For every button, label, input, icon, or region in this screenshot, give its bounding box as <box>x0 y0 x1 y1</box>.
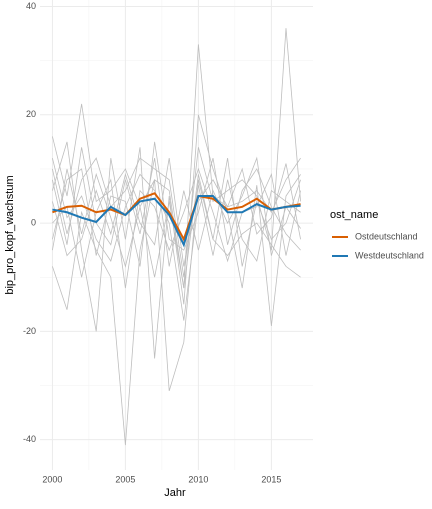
y-axis-label: bip_pro_kopf_wachstum <box>4 175 16 294</box>
background-line <box>52 158 301 321</box>
background-line <box>52 158 301 289</box>
background-line <box>52 158 301 267</box>
y-tick-label: 0 <box>31 217 36 227</box>
y-tick-label: 40 <box>26 1 36 11</box>
y-tick-label: 20 <box>26 109 36 119</box>
y-tick-label: -20 <box>23 326 36 336</box>
x-tick-label: 2000 <box>42 474 62 484</box>
x-tick-label: 2005 <box>115 474 135 484</box>
x-tick-label: 2015 <box>261 474 281 484</box>
series-line <box>52 195 301 248</box>
background-line <box>52 179 301 446</box>
legend-title: ost_name <box>330 209 378 221</box>
background-line <box>52 114 301 359</box>
legend-label: Ostdeutschland <box>355 231 418 241</box>
y-tick-label: -40 <box>23 434 36 444</box>
x-axis-label: Jahr <box>164 487 186 499</box>
legend-label: Westdeutschland <box>355 250 424 260</box>
series-line <box>52 192 301 242</box>
x-tick-label: 2010 <box>188 474 208 484</box>
